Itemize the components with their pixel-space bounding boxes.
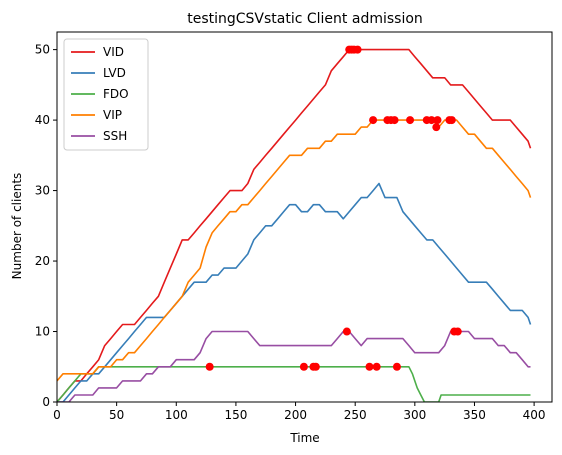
x-tick-label: 350: [463, 408, 486, 422]
event-marker: [365, 362, 374, 371]
y-tick-label: 0: [42, 395, 50, 409]
legend-label-vip: VIP: [103, 108, 122, 122]
chart-title: testingCSVstatic Client admission: [187, 11, 423, 27]
x-axis-label: Time: [289, 431, 319, 445]
event-marker: [433, 116, 442, 125]
event-marker: [311, 362, 320, 371]
y-tick-label: 30: [35, 184, 50, 198]
plot-area: 0 50 100 150 200 250 300 350 400 0 10 20 30 40 50 VID LV…: [35, 31, 553, 422]
legend-box: [63, 38, 149, 151]
event-marker: [205, 362, 214, 371]
event-marker: [342, 327, 351, 336]
legend-label-vid: VID: [103, 45, 124, 59]
series-line-fdo: [57, 365, 531, 402]
legend-label-lvd: LVD: [103, 66, 126, 80]
x-tick-label: 0: [53, 408, 61, 422]
y-tick-label: 20: [35, 254, 50, 268]
legend-label-ssh: SSH: [103, 129, 127, 143]
event-marker: [392, 362, 401, 371]
y-tick-label: 40: [35, 113, 50, 127]
event-marker: [427, 116, 436, 125]
y-axis-label: Number of clients: [10, 173, 24, 280]
y-tick-label: 50: [35, 43, 50, 57]
event-marker: [372, 362, 381, 371]
x-tick-label: 150: [224, 408, 247, 422]
event-marker: [369, 116, 378, 125]
event-marker: [453, 327, 462, 336]
x-tick-label: 200: [284, 408, 307, 422]
event-marker: [299, 362, 308, 371]
x-tick-label: 250: [344, 408, 367, 422]
x-tick-label: 400: [523, 408, 546, 422]
series-line-lvd: [57, 182, 532, 402]
y-tick-label: 10: [35, 325, 50, 339]
plot-frame: [56, 31, 553, 403]
event-marker: [406, 116, 415, 125]
series-line-vid: [57, 48, 532, 402]
event-marker: [447, 116, 456, 125]
x-tick-label: 100: [165, 408, 188, 422]
event-marker: [390, 116, 399, 125]
x-tick-label: 300: [403, 408, 426, 422]
legend-label-fdo: FDO: [103, 87, 129, 101]
x-tick-label: 50: [109, 408, 124, 422]
series-line-vip: [57, 119, 532, 382]
event-marker: [353, 45, 362, 54]
event-marker: [432, 123, 441, 132]
